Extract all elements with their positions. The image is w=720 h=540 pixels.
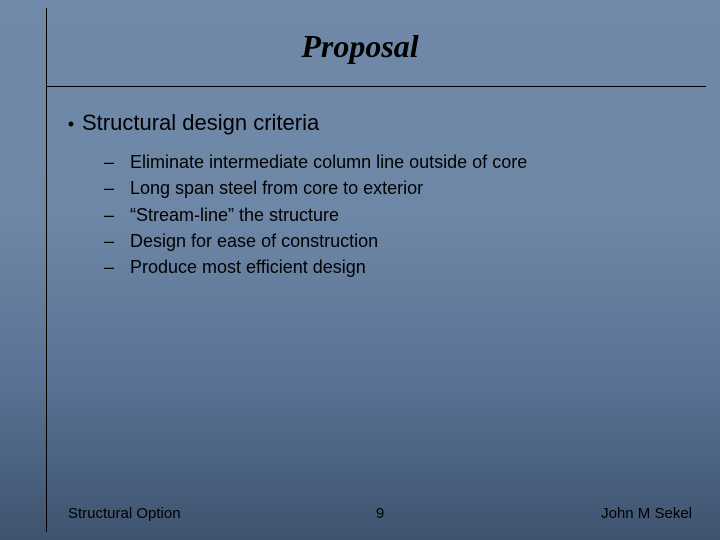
list-item-text: Produce most efficient design	[130, 255, 366, 279]
list-item-text: Eliminate intermediate column line outsi…	[130, 150, 527, 174]
bullet-level2-list: – Eliminate intermediate column line out…	[104, 150, 690, 279]
footer-left: Structural Option	[68, 505, 181, 522]
list-item: – Long span steel from core to exterior	[104, 176, 690, 200]
dash-icon: –	[104, 176, 130, 200]
list-item: – Eliminate intermediate column line out…	[104, 150, 690, 174]
list-item: – Produce most efficient design	[104, 255, 690, 279]
list-item: – “Stream-line” the structure	[104, 203, 690, 227]
list-item-text: Design for ease of construction	[130, 229, 378, 253]
list-item-text: “Stream-line” the structure	[130, 203, 339, 227]
dash-icon: –	[104, 150, 130, 174]
footer: Structural Option 9 John M Sekel	[68, 505, 692, 522]
title-block: Proposal	[0, 28, 720, 65]
slide-title: Proposal	[0, 28, 720, 65]
list-item-text: Long span steel from core to exterior	[130, 176, 423, 200]
bullet-level1-text: Structural design criteria	[82, 110, 319, 136]
slide-number: 9	[376, 505, 384, 522]
bullet-dot-icon: •	[60, 114, 82, 135]
horizontal-rule	[46, 86, 706, 87]
dash-icon: –	[104, 229, 130, 253]
footer-right: John M Sekel	[601, 505, 692, 522]
bullet-level1: • Structural design criteria	[60, 110, 690, 136]
content-area: • Structural design criteria – Eliminate…	[60, 110, 690, 281]
dash-icon: –	[104, 255, 130, 279]
dash-icon: –	[104, 203, 130, 227]
list-item: – Design for ease of construction	[104, 229, 690, 253]
